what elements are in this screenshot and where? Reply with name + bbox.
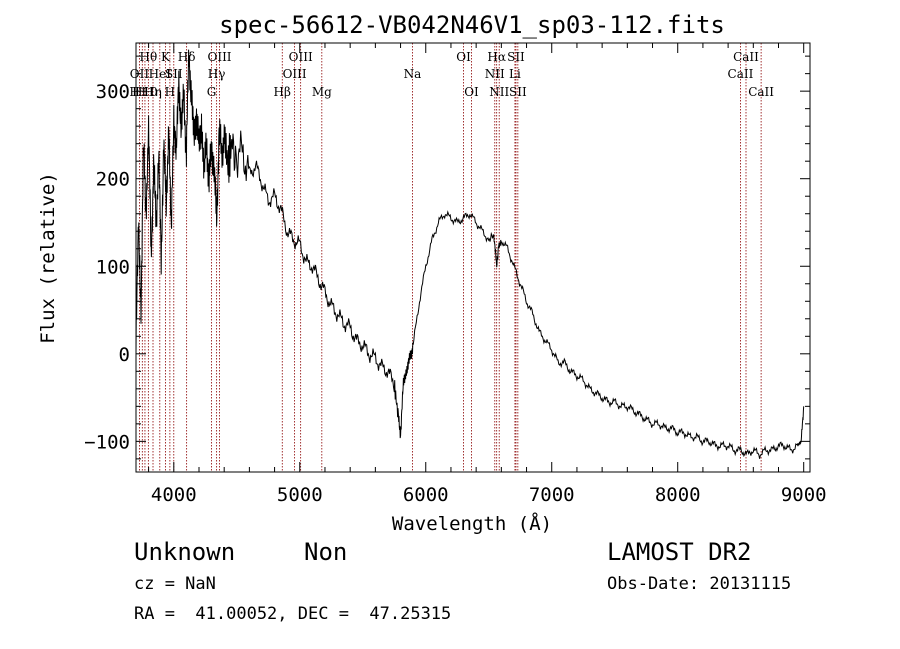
line-marker-labels: OIIH11H10HθHηHeIKHSIIHδGHγOIIIHβOIIIOIII… <box>129 50 774 99</box>
x-tick-label-4: 8000 <box>655 484 701 506</box>
chart-title: spec-56612-VB042N46V1_sp03-112.fits <box>219 11 725 39</box>
y-axis-label: Flux (relative) <box>37 172 59 344</box>
marker-label-10-row3: G <box>207 85 217 99</box>
marker-label-15-row1: OIII <box>289 50 313 64</box>
marker-label-5-row2: HeI <box>149 67 172 81</box>
plot-frame <box>135 42 811 473</box>
marker-label-13-row3: Hβ <box>274 85 291 99</box>
marker-label-16-row3: Mg <box>312 85 332 99</box>
marker-label-14-row2: OIII <box>283 67 307 81</box>
marker-label-28-row3: CaII <box>748 85 774 99</box>
subclass-label: Non <box>304 538 348 566</box>
marker-label-27-row1: CaII <box>733 50 759 64</box>
marker-label-7-row3: H <box>165 85 175 99</box>
classification-label: Unknown <box>134 538 236 566</box>
y-tick-label-3: 200 <box>96 169 130 191</box>
y-tick-label-0: −100 <box>84 431 130 453</box>
y-axis-ticks: −100 0 100 200 300 <box>84 55 810 460</box>
marker-label-19-row3: OI <box>464 85 479 99</box>
marker-label-24-row1: SII <box>507 50 525 64</box>
x-axis-ticks: 4000 5000 6000 7000 8000 9000 <box>148 43 827 506</box>
y-tick-label-2: 100 <box>96 256 130 278</box>
marker-label-25-row3: SII <box>509 85 527 99</box>
marker-label-3-row1: Hθ <box>139 50 157 64</box>
obs-date-label: Obs-Date: 20131115 <box>607 574 792 594</box>
x-tick-label-5: 9000 <box>781 484 827 506</box>
coordinates-label: RA = 41.00052, DEC = 47.25315 <box>134 604 452 624</box>
spectrum-line <box>135 49 805 459</box>
x-tick-label-0: 4000 <box>151 484 197 506</box>
marker-label-17-row2: Na <box>404 67 422 81</box>
spectrum-chart: spec-56612-VB042N46V1_sp03-112.fits OIIH… <box>37 11 827 535</box>
marker-label-20-row2: NII <box>485 67 505 81</box>
marker-label-21-row1: Hα <box>487 50 506 64</box>
marker-label-26-row2: CaII <box>728 67 754 81</box>
y-tick-label-4: 300 <box>96 81 130 103</box>
marker-label-9-row1: Hδ <box>178 50 196 64</box>
marker-label-8-row2: SII <box>165 67 183 81</box>
marker-label-22-row3: NII <box>489 85 509 99</box>
y-tick-label-1: 0 <box>119 344 130 366</box>
marker-label-23-row2: Li <box>509 67 521 81</box>
marker-label-12-row1: OIII <box>207 50 231 64</box>
marker-label-2-row3: H10 <box>132 85 158 99</box>
redshift-label: cz = NaN <box>134 574 216 594</box>
marker-label-4-row3: Hη <box>144 85 162 99</box>
x-axis-label: Wavelength (Å) <box>392 512 552 535</box>
marker-label-6-row1: K <box>161 50 171 64</box>
survey-label: LAMOST DR2 <box>607 538 752 566</box>
x-tick-label-3: 7000 <box>529 484 575 506</box>
x-tick-label-2: 6000 <box>403 484 449 506</box>
marker-label-11-row2: Hγ <box>208 67 226 81</box>
x-tick-label-1: 5000 <box>277 484 323 506</box>
marker-label-18-row1: OI <box>456 50 471 64</box>
line-markers <box>139 43 762 472</box>
